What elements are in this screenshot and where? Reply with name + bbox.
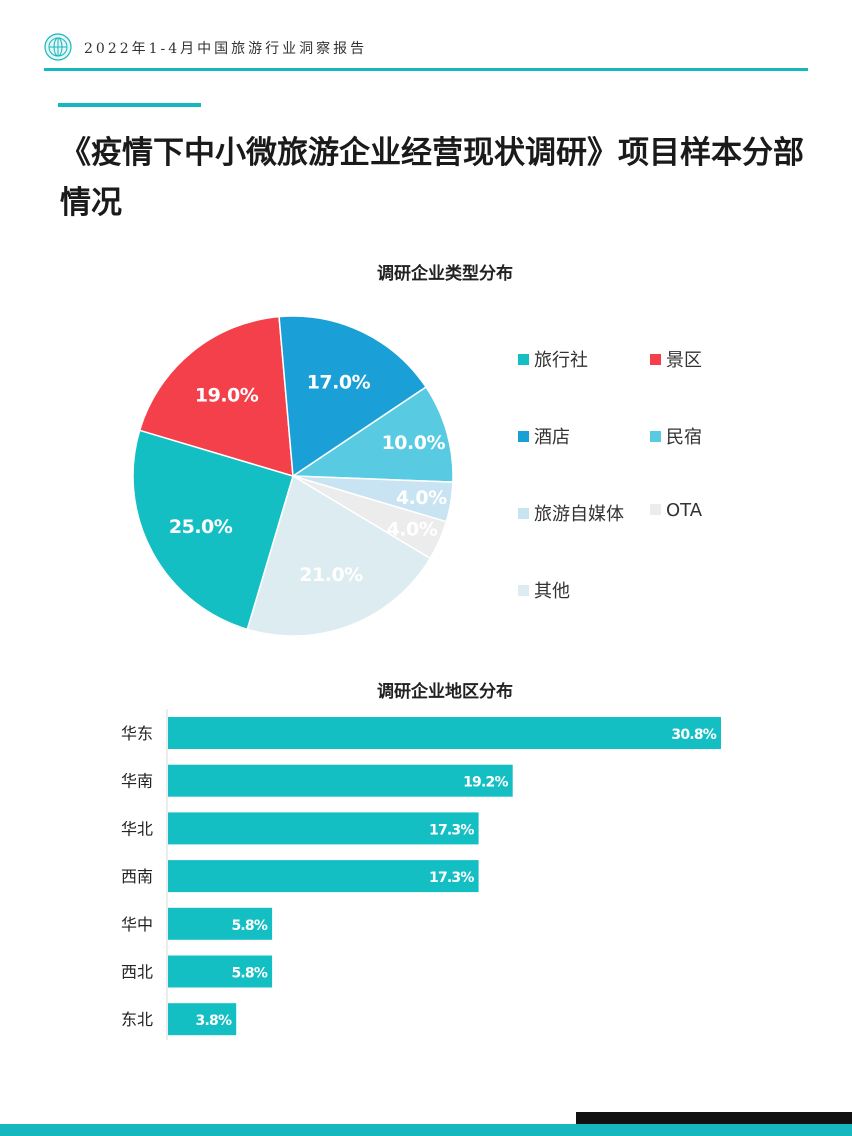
legend-swatch	[650, 431, 661, 442]
legend-label: 民宿	[666, 427, 702, 448]
bar-西南	[168, 860, 479, 893]
footer-dark-bar	[576, 1112, 852, 1124]
bar-chart-title: 调研企业地区分布	[377, 682, 513, 702]
bar-category-label: 华东	[121, 724, 153, 743]
bar-value-label: 19.2%	[463, 775, 508, 791]
pie-label-OTA: 4.0%	[387, 519, 438, 541]
legend-item-OTA: OTA	[650, 500, 702, 521]
bar-category-label: 西南	[121, 867, 153, 886]
bar-value-label: 30.8%	[671, 727, 716, 743]
bar-华南	[168, 764, 513, 797]
legend-label: 景区	[666, 350, 702, 371]
bar-value-label: 5.8%	[231, 966, 267, 982]
pie-label-民宿: 10.0%	[382, 432, 446, 454]
footer-accent-bar	[0, 1124, 852, 1136]
header-divider	[44, 68, 808, 71]
pie-slice-景区	[138, 315, 294, 478]
bar-category-label: 华北	[121, 819, 153, 838]
bar-华中	[168, 907, 273, 940]
bar-value-label: 3.8%	[196, 1013, 232, 1029]
pie-label-旅行社: 25.0%	[169, 516, 233, 538]
bar-value-label: 17.3%	[429, 870, 474, 886]
legend-label: 旅游自媒体	[534, 504, 624, 525]
legend-item-景区: 景区	[650, 346, 702, 372]
page-title: 《疫情下中小微旅游企业经营现状调研》项目样本分部情况	[60, 135, 804, 221]
pie-slice-酒店	[278, 315, 428, 478]
legend-swatch	[518, 585, 529, 596]
pie-slice-民宿	[290, 385, 454, 483]
bar-category-label: 华中	[121, 915, 153, 934]
region-bar-chart: 华东 30.8% 华南 19.2% 华北 17.3% 西南 17.3% 华中 5.8% 西北 5.8%…	[121, 709, 721, 1040]
title-accent-bar	[58, 103, 201, 107]
pie-slice-旅行社	[132, 429, 294, 631]
pie-label-其他: 21.0%	[299, 564, 363, 586]
bar-value-label: 5.8%	[231, 918, 267, 934]
bar-category-label: 华南	[121, 772, 153, 791]
legend-swatch	[518, 354, 529, 365]
pie-label-酒店: 17.0%	[307, 371, 371, 393]
legend-label: 酒店	[534, 427, 570, 448]
legend-item-旅行社: 旅行社	[518, 346, 588, 372]
legend-item-酒店: 酒店	[518, 423, 570, 449]
page-header: 2022年1-4月中国旅游行业洞察报告	[44, 33, 808, 69]
legend-swatch	[518, 431, 529, 442]
legend-item-旅游自媒体: 旅游自媒体	[518, 500, 624, 526]
pie-label-景区: 19.0%	[195, 385, 259, 407]
legend-item-其他: 其他	[518, 577, 570, 603]
bar-华北	[168, 812, 479, 845]
pie-slice-其他	[246, 474, 432, 637]
legend-swatch	[650, 354, 661, 365]
legend-item-民宿: 民宿	[650, 423, 702, 449]
pie-legend: 旅行社 景区酒店 民宿旅游自媒体 OTA 其他	[518, 346, 818, 606]
legend-label: 旅行社	[534, 350, 588, 371]
legend-swatch	[518, 508, 529, 519]
report-header-title: 2022年1-4月中国旅游行业洞察报告	[84, 41, 368, 57]
type-pie-chart: 10.0% 4.0% 4.0% 21.0% 25.0% 19.0% 17.0%	[132, 315, 454, 637]
bar-category-label: 东北	[121, 1010, 153, 1029]
bar-category-label: 西北	[121, 963, 153, 982]
legend-label: 其他	[534, 581, 570, 602]
pie-label-旅游自媒体: 4.0%	[396, 487, 447, 509]
bar-东北	[168, 1003, 237, 1036]
globe-icon	[44, 33, 72, 61]
bar-value-label: 17.3%	[429, 822, 474, 838]
bar-华东	[168, 717, 721, 749]
bar-西北	[168, 955, 273, 988]
pie-chart-title: 调研企业类型分布	[377, 264, 513, 284]
legend-swatch	[650, 504, 661, 515]
legend-label: OTA	[666, 500, 703, 521]
